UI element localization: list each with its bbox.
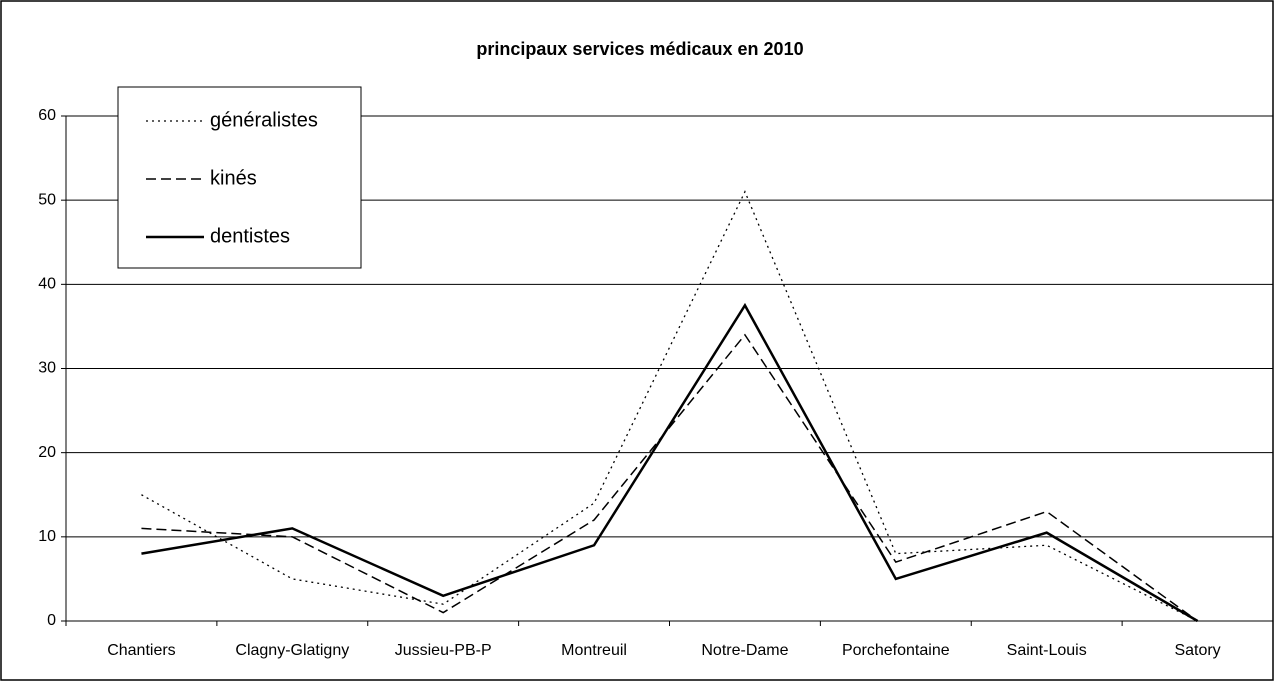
- y-tick-label: 10: [38, 528, 56, 545]
- x-tick-label: Montreuil: [561, 642, 627, 659]
- x-tick-label: Porchefontaine: [842, 642, 950, 659]
- legend-label: généralistes: [210, 109, 318, 131]
- chart-title: principaux services médicaux en 2010: [476, 39, 803, 59]
- y-tick-label: 50: [38, 191, 56, 208]
- x-tick-label: Satory: [1174, 642, 1220, 659]
- y-tick-label: 40: [38, 276, 56, 293]
- y-tick-label: 60: [38, 107, 56, 124]
- x-tick-label: Chantiers: [107, 642, 175, 659]
- y-tick-label: 20: [38, 444, 56, 461]
- series-line: [141, 190, 1198, 622]
- y-tick-label: 30: [38, 360, 56, 377]
- legend-label: dentistes: [210, 225, 290, 247]
- x-tick-label: Clagny-Glatigny: [235, 642, 349, 659]
- x-tick-label: Jussieu-PB-P: [395, 642, 492, 659]
- legend-label: kinés: [210, 167, 257, 189]
- x-tick-label: Saint-Louis: [1007, 642, 1087, 659]
- x-tick-label: Notre-Dame: [701, 642, 788, 659]
- y-tick-label: 0: [47, 612, 56, 629]
- series-line: [141, 302, 1199, 623]
